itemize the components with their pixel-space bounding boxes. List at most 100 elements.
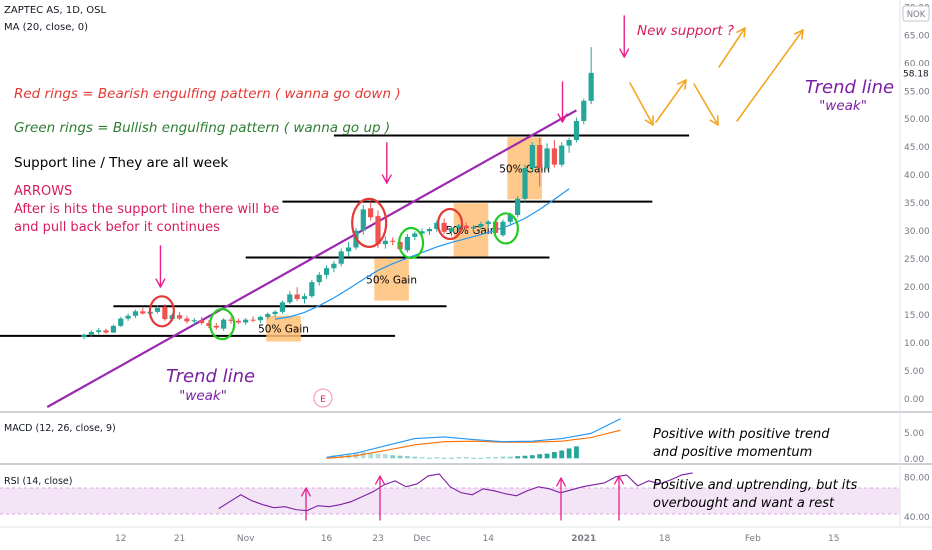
projection-arrow xyxy=(736,29,804,122)
candle xyxy=(588,47,594,105)
macd-histogram-bar xyxy=(405,456,410,459)
candle xyxy=(544,143,550,171)
projection-arrow xyxy=(693,83,719,126)
macd-histogram-bar xyxy=(382,454,388,459)
macd-histogram-bar xyxy=(529,455,535,459)
macd-histogram-bar xyxy=(493,457,498,459)
x-tick-label: 14 xyxy=(483,534,495,544)
macd-histogram-bar xyxy=(360,452,366,459)
macd-histogram-bar xyxy=(559,450,565,459)
last-price-label: 58.18 xyxy=(903,69,929,79)
rsi-note-line1: Positive and uptrending, but its xyxy=(653,478,858,493)
candle xyxy=(346,241,352,257)
bearish-ring xyxy=(148,295,176,328)
y-tick-label: 60.00 xyxy=(904,59,930,69)
candle xyxy=(309,279,315,298)
candle xyxy=(360,204,366,235)
candle xyxy=(404,234,410,253)
macd-tick-label: 5.00 xyxy=(904,429,924,439)
candle xyxy=(110,324,116,334)
y-tick-label: 5.00 xyxy=(904,367,924,377)
candle xyxy=(500,219,506,237)
y-tick-label: 35.00 xyxy=(904,199,930,209)
currency-badge xyxy=(902,5,930,22)
candle xyxy=(316,272,322,286)
candle xyxy=(125,313,131,321)
candle xyxy=(162,304,168,321)
arrows-title: ARROWS xyxy=(14,184,72,199)
bullish-ring xyxy=(492,212,519,245)
y-tick-label: 0.00 xyxy=(904,395,924,405)
rsi-arrow xyxy=(301,487,311,521)
currency-label: NOK xyxy=(907,10,926,20)
x-tick-label: 23 xyxy=(372,534,383,544)
y-tick-label: 65.00 xyxy=(904,31,930,41)
candle xyxy=(375,210,381,249)
macd-histogram-bar xyxy=(471,457,476,459)
candle xyxy=(537,137,543,187)
macd-note-line1: Positive with positive trend xyxy=(653,427,830,442)
macd-histogram-bar xyxy=(390,455,396,459)
candle xyxy=(434,220,440,232)
macd-histogram-bar xyxy=(397,455,403,459)
candle xyxy=(559,142,565,167)
macd-label: MACD (12, 26, close, 9) xyxy=(4,423,116,434)
y-tick-label: 10.00 xyxy=(904,339,930,349)
macd-histogram-bar xyxy=(537,454,543,459)
macd-histogram-bar xyxy=(463,457,469,459)
y-tick-label: 50.00 xyxy=(904,115,930,125)
candle xyxy=(566,137,572,153)
earnings-marker xyxy=(313,388,333,408)
candle xyxy=(463,222,469,231)
candle xyxy=(206,320,212,329)
gain-label: 50% Gain xyxy=(366,275,417,287)
x-tick-label: Dec xyxy=(413,534,430,544)
macd-histogram-bar xyxy=(478,457,484,459)
arrows-note-line1: After is hits the support line there wil… xyxy=(14,202,279,217)
projection-arrow xyxy=(629,82,654,126)
macd-histogram-bar xyxy=(412,456,418,459)
macd-histogram-bar xyxy=(368,452,374,459)
last-price-tag xyxy=(900,65,932,80)
candle xyxy=(103,328,109,334)
candle xyxy=(221,318,227,331)
bullish-ring xyxy=(397,226,425,260)
y-tick-label: 45.00 xyxy=(904,143,930,153)
macd-histogram-bar xyxy=(544,453,550,459)
candle xyxy=(96,328,102,335)
macd-histogram-bar xyxy=(419,457,425,459)
candle xyxy=(390,237,396,246)
macd-histogram-bar xyxy=(574,446,579,459)
macd-histogram-bar xyxy=(566,448,572,459)
candle xyxy=(412,231,418,241)
trend-label-right: Trend line xyxy=(805,77,894,98)
green-rings-note: Green rings = Bullish engulfing pattern … xyxy=(14,120,390,136)
candle xyxy=(287,291,293,305)
pink-arrow xyxy=(155,245,166,288)
ma-line xyxy=(275,188,570,320)
macd-histogram-bar xyxy=(500,456,506,459)
x-tick-label: 2021 xyxy=(571,534,596,544)
candle xyxy=(573,117,580,143)
new-support-note: New support ? xyxy=(637,23,734,39)
trend-label-right-sub: "weak" xyxy=(819,98,867,114)
projection-arrow xyxy=(655,79,687,123)
candle xyxy=(478,221,484,230)
candle xyxy=(485,220,491,228)
x-tick-label: 12 xyxy=(115,534,126,544)
x-tick-label: 16 xyxy=(321,534,333,544)
bullish-ring xyxy=(209,308,236,341)
gain-box xyxy=(266,315,301,342)
candle xyxy=(140,307,146,315)
candle xyxy=(456,223,462,233)
rsi-line xyxy=(218,472,693,512)
candle xyxy=(581,98,587,125)
rsi-tick-label: 80.00 xyxy=(904,473,930,483)
candle xyxy=(522,164,528,202)
red-rings-note: Red rings = Bearish engulfing pattern ( … xyxy=(14,86,401,102)
candle xyxy=(265,312,271,320)
rsi-note-line2: overbought and want a rest xyxy=(653,496,835,511)
macd-histogram-bar xyxy=(522,455,528,459)
